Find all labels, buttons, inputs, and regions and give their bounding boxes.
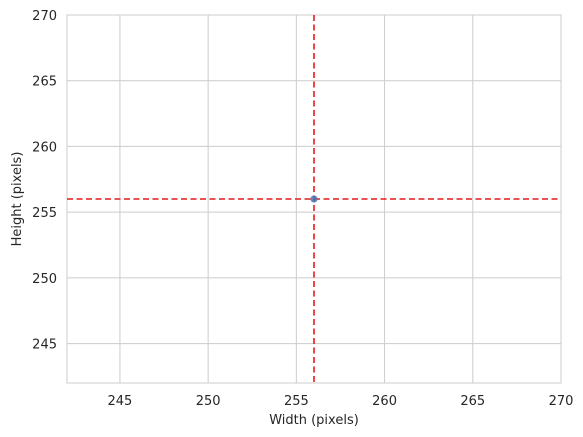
x-axis-ticks: 245 250 255 260 265 270 <box>108 394 574 409</box>
y-tick-label: 260 <box>32 140 57 155</box>
data-points <box>310 195 318 203</box>
y-tick-label: 245 <box>32 338 57 353</box>
y-axis-ticks: 245 250 255 260 265 270 <box>32 9 57 353</box>
x-tick-label: 265 <box>460 394 485 409</box>
y-tick-label: 265 <box>32 75 57 90</box>
y-tick-label: 270 <box>32 9 57 24</box>
y-tick-label: 250 <box>32 272 57 287</box>
x-axis-label: Width (pixels) <box>269 413 359 428</box>
x-tick-label: 260 <box>372 394 397 409</box>
y-axis-label: Height (pixels) <box>10 152 25 247</box>
x-tick-label: 255 <box>284 394 309 409</box>
x-tick-label: 270 <box>549 394 574 409</box>
data-point <box>310 195 318 203</box>
x-tick-label: 245 <box>108 394 133 409</box>
x-tick-label: 250 <box>196 394 221 409</box>
y-tick-label: 255 <box>32 206 57 221</box>
